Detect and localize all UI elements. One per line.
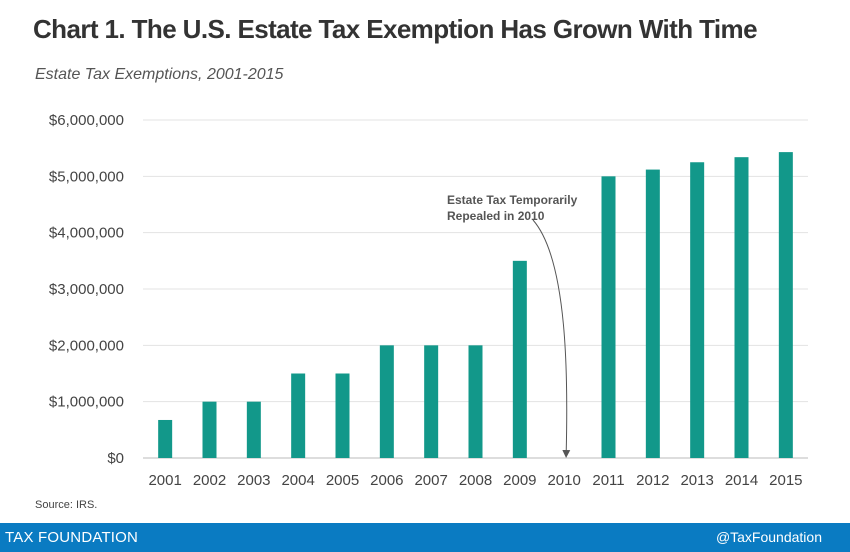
source-note: Source: IRS. [35,499,98,511]
bar-2004 [291,373,306,458]
x-tick-label: 2015 [769,472,802,489]
bar-2013 [690,162,705,458]
bar-2003 [246,401,261,458]
y-tick-label: $6,000,000 [49,112,124,129]
bar-2009 [512,260,527,458]
chart-title: Chart 1. The U.S. Estate Tax Exemption H… [33,14,758,44]
x-tick-label: 2003 [237,472,270,489]
x-tick-label: 2010 [547,472,580,489]
bar-2007 [424,345,439,458]
bar-2008 [468,345,483,458]
y-tick-label: $0 [107,450,124,467]
footer-bar: TAX FOUNDATION @TaxFoundation [0,523,850,552]
annotation-text: Repealed in 2010 [447,209,545,223]
bar-2014 [734,157,749,458]
bar-2002 [202,401,217,458]
bar-2012 [645,169,660,458]
x-tick-label: 2001 [148,472,181,489]
footer-handle: @TaxFoundation [715,529,822,545]
annotation-arrow [532,219,571,458]
x-tick-label: 2006 [370,472,403,489]
y-tick-label: $5,000,000 [49,168,124,185]
y-tick-label: $4,000,000 [49,225,124,242]
bar-2011 [601,176,616,458]
annotation-text: Estate Tax Temporarily [447,193,578,207]
x-tick-label: 2012 [636,472,669,489]
y-tick-label: $3,000,000 [49,281,124,298]
chart-subtitle: Estate Tax Exemptions, 2001-2015 [35,66,284,83]
x-tick-label: 2014 [725,472,758,489]
y-tick-label: $2,000,000 [49,337,124,354]
x-tick-label: 2013 [680,472,713,489]
x-tick-label: 2011 [592,472,624,489]
bar-2006 [379,345,394,458]
x-tick-label: 2009 [503,472,536,489]
x-tick-label: 2004 [281,472,314,489]
bar-2001 [158,419,173,458]
x-tick-label: 2002 [193,472,226,489]
x-tick-label: 2008 [459,472,492,489]
bar-chart: $0 $1,000,000 $2,000,000 $3,000,000 $4,000,0… [49,112,808,489]
footer-brand: TAX FOUNDATION [5,529,139,546]
y-tick-label: $1,000,000 [49,394,124,411]
x-tick-label: 2007 [414,472,447,489]
x-tick-label: 2005 [326,472,359,489]
bar-2015 [778,152,793,459]
bar-2005 [335,373,350,458]
